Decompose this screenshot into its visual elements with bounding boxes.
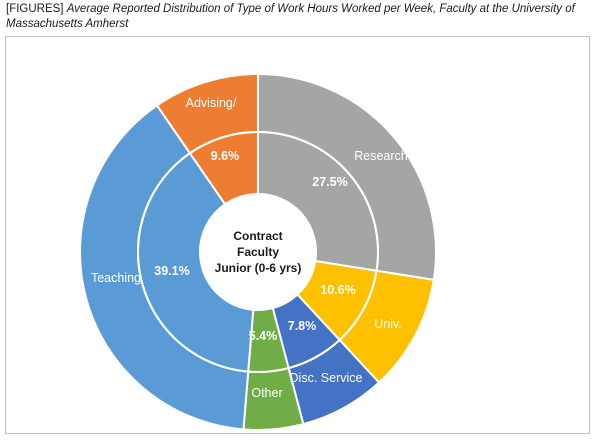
percent-label-research: 27.5% <box>312 175 347 189</box>
center-label-line: Faculty <box>237 245 279 259</box>
category-label-research: Research <box>354 149 408 163</box>
figure-title-text: Average Reported Distribution of Type of… <box>6 3 575 30</box>
category-label-teaching: Teaching <box>91 271 141 285</box>
percent-label-advising: 9.6% <box>211 149 240 163</box>
percent-label-disc-service: 7.8% <box>288 319 317 333</box>
percent-label-univ: 10.6% <box>320 283 355 297</box>
figure-title-prefix: [FIGURES] <box>6 3 64 15</box>
category-label-advising: Advising/ <box>186 96 237 110</box>
category-label-disc-service: Disc. Service <box>290 371 363 385</box>
percent-label-other: 5.4% <box>249 329 278 343</box>
category-label-other: Other <box>251 386 282 400</box>
ring-separator <box>137 131 379 373</box>
percent-label-teaching: 39.1% <box>154 264 189 278</box>
center-label-line: Junior (0-6 yrs) <box>215 261 302 275</box>
figure-title: [FIGURES] Average Reported Distribution … <box>6 2 604 32</box>
doughnut-hole <box>200 194 316 310</box>
category-label-univ: Univ. <box>374 317 402 331</box>
center-label-line: Contract <box>233 229 282 243</box>
